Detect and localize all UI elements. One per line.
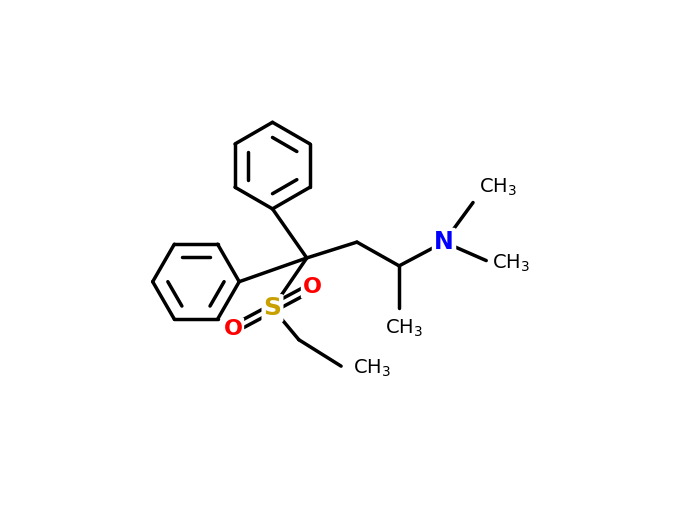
Text: CH$_3$: CH$_3$	[353, 358, 391, 379]
Text: S: S	[264, 296, 281, 320]
Text: N: N	[434, 230, 454, 254]
Text: O: O	[302, 277, 321, 297]
Text: CH$_3$: CH$_3$	[492, 252, 530, 274]
Text: CH$_3$: CH$_3$	[385, 317, 424, 339]
Text: CH$_3$: CH$_3$	[479, 177, 518, 198]
Text: O: O	[223, 319, 242, 339]
